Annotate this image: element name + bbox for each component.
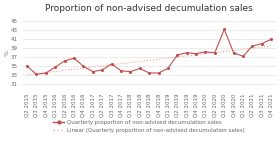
Legend: Quarterly proportion of non-advised decumulation sales, Linear (Quarterly propor: Quarterly proportion of non-advised decu… <box>51 118 247 135</box>
Y-axis label: %: % <box>4 50 9 56</box>
Title: Proportion of non-advised decumulation sales: Proportion of non-advised decumulation s… <box>45 4 253 13</box>
